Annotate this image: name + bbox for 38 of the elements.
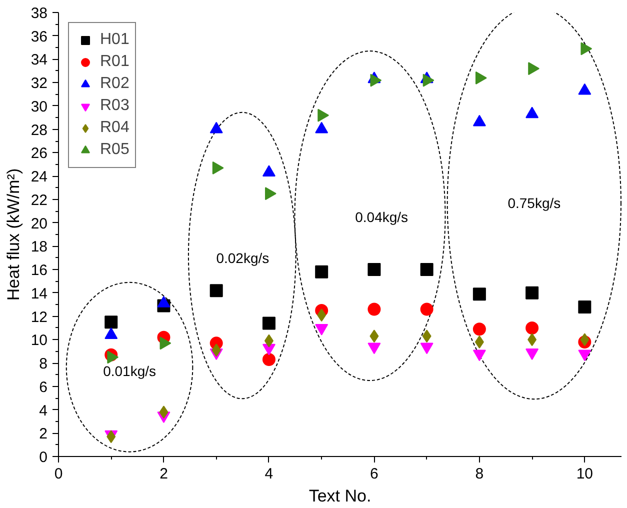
annotation: 0.01kg/s [103,363,156,380]
y-tick-label: 0 [39,449,48,466]
legend-label: H01 [100,30,130,50]
legend-label: R03 [100,96,130,116]
y-tick-label: 2 [39,426,48,443]
y-tick-label: 18 [30,238,48,256]
x-tick-label: 8 [475,466,484,482]
x-tick-label: 2 [160,466,168,482]
annotation: 0.04kg/s [355,208,408,225]
x-axis-title: Text No. [308,486,372,506]
x-tick-label: 0 [54,466,63,482]
y-tick-label: 38 [30,5,48,22]
y-tick-label: 12 [30,308,48,326]
y-tick-label: 24 [30,168,48,186]
y-tick-label: 14 [30,285,48,302]
x-tick-label: 10 [576,466,594,482]
y-tick-label: 22 [30,192,48,209]
y-tick-label: 10 [30,332,48,350]
y-tick-label: 28 [30,122,48,139]
annotation: 0.02kg/s [216,250,270,266]
y-tick-label: 32 [30,75,48,92]
y-tick-label: 6 [39,378,48,396]
x-tick-label: 6 [370,466,378,482]
legend-label: R01 [100,52,130,72]
legend-label: R02 [100,74,130,94]
y-tick-label: 30 [30,98,48,116]
y-tick-label: 36 [30,28,48,46]
legend-label: R05 [100,140,130,160]
legend-label: R04 [100,118,130,138]
annotation: 0.75kg/s [508,194,561,211]
y-tick-label: 4 [39,402,48,420]
y-tick-label: 20 [30,215,48,232]
y-axis-title: Heat flux (kW/m²) [4,168,23,301]
y-tick-label: 16 [30,262,48,280]
y-tick-label: 34 [30,52,48,69]
y-tick-label: 26 [30,145,48,162]
x-tick-label: 4 [264,466,274,482]
y-tick-label: 8 [39,356,48,373]
